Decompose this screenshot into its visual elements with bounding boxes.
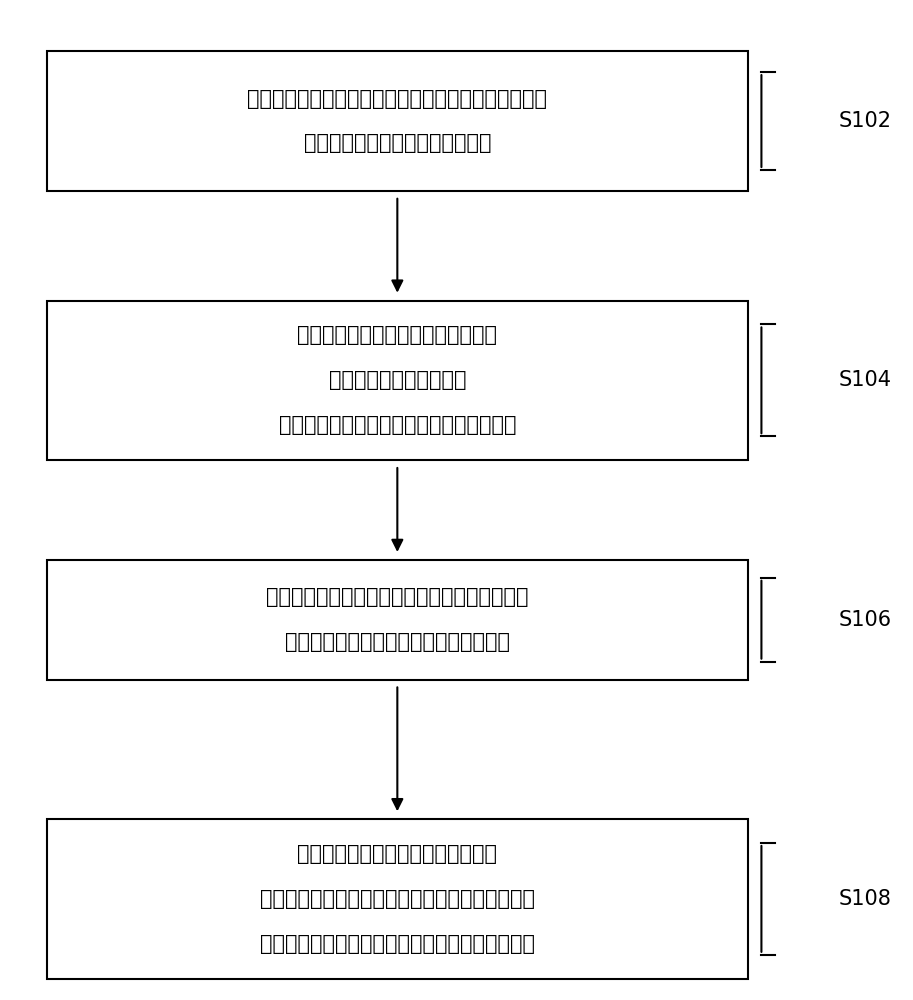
Text: 利用网络接入设备模式在: 利用网络接入设备模式在 [329,370,466,390]
Text: S108: S108 [839,889,892,909]
FancyBboxPatch shape [47,819,748,979]
Text: 利用网络连接对用户终端与除菌除异味装置进行: 利用网络连接对用户终端与除菌除异味装置进行 [266,587,529,607]
Text: S106: S106 [839,610,892,630]
Text: S102: S102 [839,111,892,131]
Text: 用户终端与除菌除异味装置间建立网络连接: 用户终端与除菌除异味装置间建立网络连接 [278,415,516,435]
Text: 当用户终端搜索到除菌除异味装置，: 当用户终端搜索到除菌除异味装置， [298,325,498,345]
FancyBboxPatch shape [47,301,748,460]
Text: 终端识别信息与装置识别信息的绑定确认: 终端识别信息与装置识别信息的绑定确认 [285,632,509,652]
Text: S104: S104 [839,370,892,390]
Text: 将终端识别信息与装置识别信息传输至云服务器，: 将终端识别信息与装置识别信息传输至云服务器， [260,889,535,909]
FancyBboxPatch shape [47,560,748,680]
Text: 启动用户终端的连接网络设备模式，: 启动用户终端的连接网络设备模式， [298,844,498,864]
Text: 除菌除异味装置进入等待绑定状态: 除菌除异味装置进入等待绑定状态 [304,133,491,153]
FancyBboxPatch shape [47,51,748,191]
Text: 由云服务器完成用户终端与除菌除异味装置的绑定: 由云服务器完成用户终端与除菌除异味装置的绑定 [260,934,535,954]
Text: 启动用户终端的网络接入设备模式，以及启动待绑定的: 启动用户终端的网络接入设备模式，以及启动待绑定的 [247,89,547,109]
